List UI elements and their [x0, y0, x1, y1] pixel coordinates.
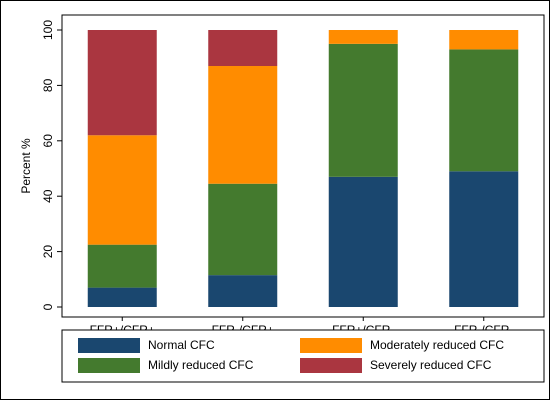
bar-segment — [449, 171, 519, 307]
bar-segment — [87, 244, 157, 288]
bar-segment — [328, 30, 398, 44]
bar-segment — [208, 30, 278, 67]
bar-segment — [208, 66, 278, 184]
bar-segment — [449, 49, 519, 172]
y-axis: 0 20 40 60 80 100 — [41, 15, 63, 317]
y-tick-label: 40 — [41, 189, 55, 203]
y-tick-label: 100 — [41, 20, 55, 40]
y-axis-title: Percent % — [19, 138, 33, 194]
y-tick-label: 80 — [41, 78, 55, 92]
bar-segment — [87, 30, 157, 136]
bar-segment — [208, 183, 278, 276]
bar-segment — [87, 287, 157, 307]
bar-segment — [449, 30, 519, 50]
bar-segment — [328, 176, 398, 307]
y-tick-label: 60 — [41, 134, 55, 148]
legend: Normal CFC Mildly reduced CFC Moderately r… — [61, 329, 545, 383]
y-tick-label: 0 — [41, 303, 55, 310]
legend-swatch — [300, 338, 362, 353]
legend-label: Moderately reduced CFC — [370, 338, 504, 352]
bar-segment — [87, 135, 157, 245]
legend-swatch — [300, 358, 362, 373]
legend-swatch — [78, 338, 140, 353]
bar-segment — [328, 43, 398, 177]
legend-swatch — [78, 358, 140, 373]
y-tick-label: 20 — [41, 245, 55, 259]
bar-segment — [208, 275, 278, 307]
bars — [87, 30, 519, 307]
legend-label: Normal CFC — [148, 338, 215, 352]
legend-label: Severely reduced CFC — [370, 358, 492, 372]
legend-label: Mildly reduced CFC — [148, 358, 254, 372]
